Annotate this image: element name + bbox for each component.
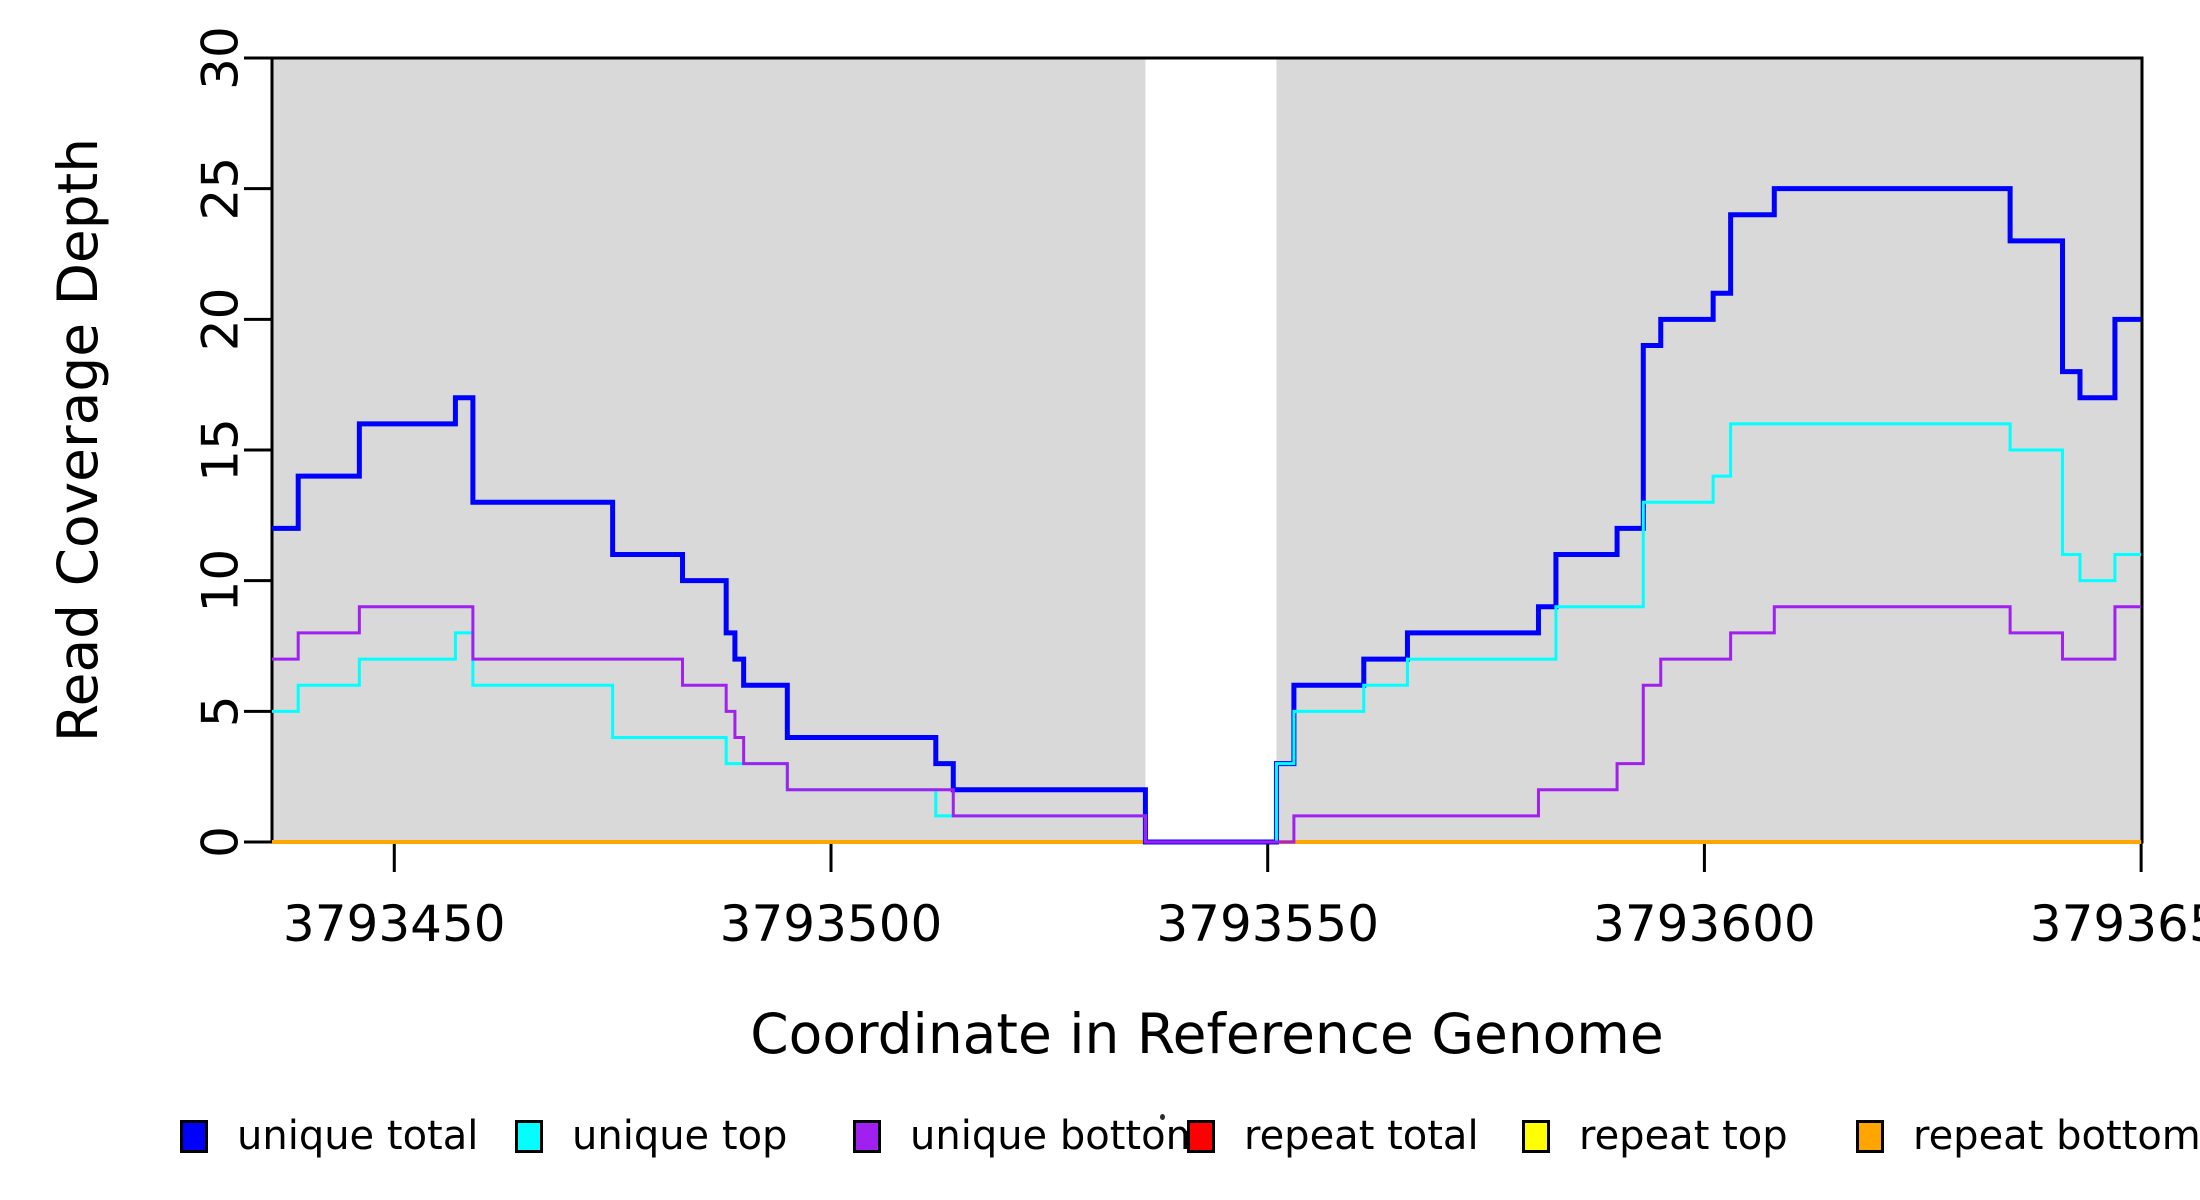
legend-label: repeat top bbox=[1579, 1113, 1788, 1159]
repeat-bottom-swatch-icon bbox=[1856, 1119, 1884, 1153]
legend-item-repeat-total: repeat total bbox=[1187, 1113, 1479, 1159]
repeat-top-swatch-icon bbox=[1522, 1119, 1550, 1153]
legend-item-unique-top: unique top bbox=[515, 1113, 788, 1159]
y-tick-label: 15 bbox=[192, 418, 250, 482]
legend-label: repeat total bbox=[1244, 1113, 1479, 1159]
y-tick-label: 10 bbox=[192, 549, 250, 613]
legend-label: unique top bbox=[572, 1113, 788, 1159]
legend-label: repeat bottom bbox=[1913, 1113, 2200, 1159]
y-axis-title: Read Coverage Depth bbox=[46, 137, 110, 743]
y-tick-label: 25 bbox=[192, 157, 250, 221]
stray-dot bbox=[1160, 1114, 1165, 1120]
x-tick-label: 3793550 bbox=[1156, 895, 1379, 953]
x-tick-label: 3793450 bbox=[283, 895, 506, 953]
x-tick-label: 3793600 bbox=[1593, 895, 1816, 953]
shaded-region bbox=[272, 58, 1146, 842]
x-tick-label: 3793650 bbox=[2030, 895, 2200, 953]
x-axis-title: Coordinate in Reference Genome bbox=[750, 1002, 1664, 1066]
y-tick-label: 30 bbox=[192, 26, 250, 90]
legend-item-unique-total: unique total bbox=[180, 1113, 479, 1159]
x-tick-label: 3793500 bbox=[720, 895, 943, 953]
series-unique-bottom bbox=[272, 605, 2142, 844]
unique-top-swatch-icon bbox=[515, 1119, 543, 1153]
legend-item-unique-bottom: unique bottom bbox=[853, 1113, 1205, 1159]
y-tick-label: 0 bbox=[192, 826, 250, 858]
legend-item-repeat-top: repeat top bbox=[1522, 1113, 1788, 1159]
unique-bottom-swatch-icon bbox=[853, 1119, 881, 1153]
y-tick-label: 5 bbox=[192, 695, 250, 727]
legend-label: unique total bbox=[237, 1113, 479, 1159]
y-tick-label: 20 bbox=[192, 288, 250, 352]
repeat-total-swatch-icon bbox=[1187, 1119, 1215, 1153]
unique-total-swatch-icon bbox=[180, 1119, 208, 1153]
legend-item-repeat-bottom: repeat bottom bbox=[1856, 1113, 2200, 1159]
legend-label: unique bottom bbox=[910, 1113, 1205, 1159]
